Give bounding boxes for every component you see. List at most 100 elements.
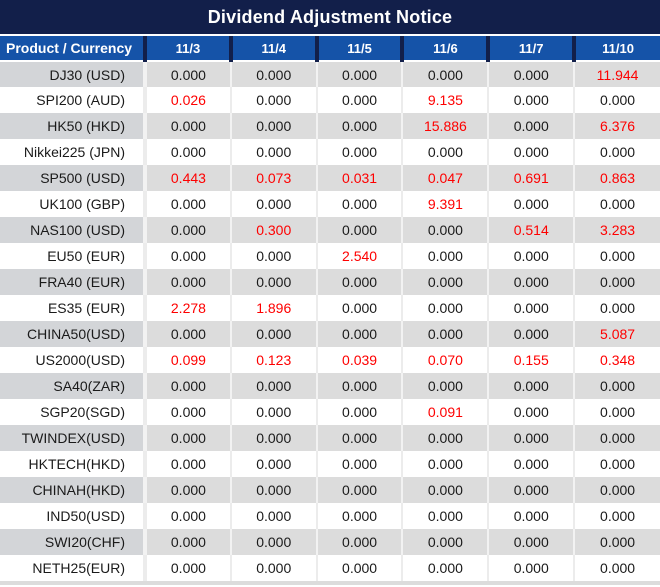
value-cell: 0.000 xyxy=(315,269,403,295)
page-title: Dividend Adjustment Notice xyxy=(0,0,660,36)
value-cell: 0.073 xyxy=(229,165,317,191)
value-cell: 0.000 xyxy=(401,555,489,581)
value-cell: 0.000 xyxy=(315,191,403,217)
product-cell: ES35 (EUR) xyxy=(0,295,145,321)
value-cell: 0.000 xyxy=(401,243,489,269)
date-header: 11/3 xyxy=(143,36,231,62)
value-cell: 0.031 xyxy=(315,165,403,191)
value-cell: 0.000 xyxy=(143,503,231,529)
value-cell: 0.000 xyxy=(143,61,231,87)
value-cell: 0.000 xyxy=(573,425,660,451)
value-cell: 0.000 xyxy=(143,113,231,139)
value-cell: 0.000 xyxy=(487,295,575,321)
value-cell: 0.000 xyxy=(143,243,231,269)
value-cell: 0.000 xyxy=(315,217,403,243)
value-cell: 0.000 xyxy=(143,191,231,217)
table-row: FRA40 (EUR) 0.000 0.000 0.000 0.000 0.000 0.00… xyxy=(0,269,660,295)
table-row: HK50 (HKD) 0.000 0.000 0.000 15.886 0.000 6.37… xyxy=(0,113,660,139)
value-cell: 0.123 xyxy=(229,347,317,373)
value-cell: 0.000 xyxy=(573,529,660,555)
value-cell: 0.000 xyxy=(229,399,317,425)
date-header: 11/5 xyxy=(314,36,403,62)
value-cell: 0.000 xyxy=(143,425,231,451)
value-cell: 9.391 xyxy=(401,191,489,217)
value-cell: 0.000 xyxy=(573,503,660,529)
product-cell: HK50 (HKD) xyxy=(0,113,145,139)
value-cell: 0.000 xyxy=(143,321,231,347)
product-cell: SGP20(SGD) xyxy=(0,399,145,425)
value-cell: 0.000 xyxy=(315,451,403,477)
product-cell: TWINDEX(USD) xyxy=(0,425,145,451)
date-header: 11/4 xyxy=(228,36,317,62)
value-cell: 0.000 xyxy=(229,451,317,477)
value-cell: 0.000 xyxy=(315,373,403,399)
value-cell: 0.000 xyxy=(487,61,575,87)
value-cell: 0.000 xyxy=(573,295,660,321)
table-row: US2000(USD) 0.099 0.123 0.039 0.070 0.155 0.34… xyxy=(0,347,660,373)
product-cell: FRA40 (EUR) xyxy=(0,269,145,295)
value-cell: 0.000 xyxy=(573,191,660,217)
table-row: CHINAH(HKD) 0.000 0.000 0.000 0.000 0.000 0.00… xyxy=(0,477,660,503)
value-cell: 0.000 xyxy=(401,295,489,321)
value-cell: 0.000 xyxy=(315,425,403,451)
table-row: SPI200 (AUD) 0.026 0.000 0.000 9.135 0.000 0.0… xyxy=(0,87,660,113)
value-cell: 0.000 xyxy=(229,139,317,165)
table-row: SGP20(SGD) 0.000 0.000 0.000 0.091 0.000 0.000 xyxy=(0,399,660,425)
value-cell: 0.000 xyxy=(573,243,660,269)
value-cell: 0.000 xyxy=(143,477,231,503)
value-cell: 0.300 xyxy=(229,217,317,243)
table-row: IND50(USD) 0.000 0.000 0.000 0.000 0.000 0.000 xyxy=(0,503,660,529)
value-cell: 0.691 xyxy=(487,165,575,191)
value-cell: 0.000 xyxy=(229,87,317,113)
value-cell: 0.000 xyxy=(573,373,660,399)
table-row: ES35 (EUR) 2.278 1.896 0.000 0.000 0.000 0.000 xyxy=(0,295,660,321)
value-cell: 0.000 xyxy=(229,269,317,295)
table-row: Nikkei225 (JPN) 0.000 0.000 0.000 0.000 0.000… xyxy=(0,139,660,165)
value-cell: 0.000 xyxy=(401,321,489,347)
value-cell: 0.000 xyxy=(401,529,489,555)
value-cell: 0.099 xyxy=(143,347,231,373)
value-cell: 0.000 xyxy=(229,61,317,87)
value-cell: 0.348 xyxy=(573,347,660,373)
product-cell: HKTECH(HKD) xyxy=(0,451,145,477)
table-row: SWI20(CHF) 0.000 0.000 0.000 0.000 0.000 0.000 xyxy=(0,529,660,555)
value-cell: 3.283 xyxy=(573,217,660,243)
value-cell: 0.000 xyxy=(229,477,317,503)
value-cell: 0.514 xyxy=(487,217,575,243)
dividend-table: Product / Currency 11/3 11/4 11/5 11/6 11/7 11… xyxy=(0,36,660,581)
value-cell: 5.087 xyxy=(573,321,660,347)
table-row: DJ30 (USD) 0.000 0.000 0.000 0.000 0.000 11.94… xyxy=(0,61,660,87)
value-cell: 0.863 xyxy=(573,165,660,191)
value-cell: 0.000 xyxy=(229,555,317,581)
value-cell: 0.443 xyxy=(143,165,231,191)
value-cell: 0.000 xyxy=(143,139,231,165)
value-cell: 0.000 xyxy=(229,321,317,347)
value-cell: 0.000 xyxy=(229,529,317,555)
table-row: EU50 (EUR) 0.000 0.000 2.540 0.000 0.000 0.000 xyxy=(0,243,660,269)
value-cell: 0.000 xyxy=(315,295,403,321)
value-cell: 0.000 xyxy=(143,451,231,477)
value-cell: 0.000 xyxy=(487,529,575,555)
product-cell: DJ30 (USD) xyxy=(0,61,145,87)
value-cell: 0.000 xyxy=(315,113,403,139)
product-cell: EU50 (EUR) xyxy=(0,243,145,269)
value-cell: 0.000 xyxy=(315,321,403,347)
value-cell: 9.135 xyxy=(401,87,489,113)
value-cell: 0.000 xyxy=(143,373,231,399)
table-row: HKTECH(HKD) 0.000 0.000 0.000 0.000 0.000 0.00… xyxy=(0,451,660,477)
value-cell: 0.000 xyxy=(401,503,489,529)
value-cell: 0.000 xyxy=(573,399,660,425)
value-cell: 0.026 xyxy=(143,87,231,113)
table-row: SP500 (USD) 0.443 0.073 0.031 0.047 0.691 0.86… xyxy=(0,165,660,191)
product-cell: UK100 (GBP) xyxy=(0,191,145,217)
value-cell: 0.000 xyxy=(143,555,231,581)
value-cell: 0.000 xyxy=(315,139,403,165)
value-cell: 0.000 xyxy=(487,399,575,425)
value-cell: 0.000 xyxy=(487,373,575,399)
date-header: 11/7 xyxy=(486,36,575,62)
value-cell: 0.000 xyxy=(143,529,231,555)
value-cell: 0.000 xyxy=(143,399,231,425)
value-cell: 0.039 xyxy=(315,347,403,373)
date-header: 11/6 xyxy=(400,36,489,62)
